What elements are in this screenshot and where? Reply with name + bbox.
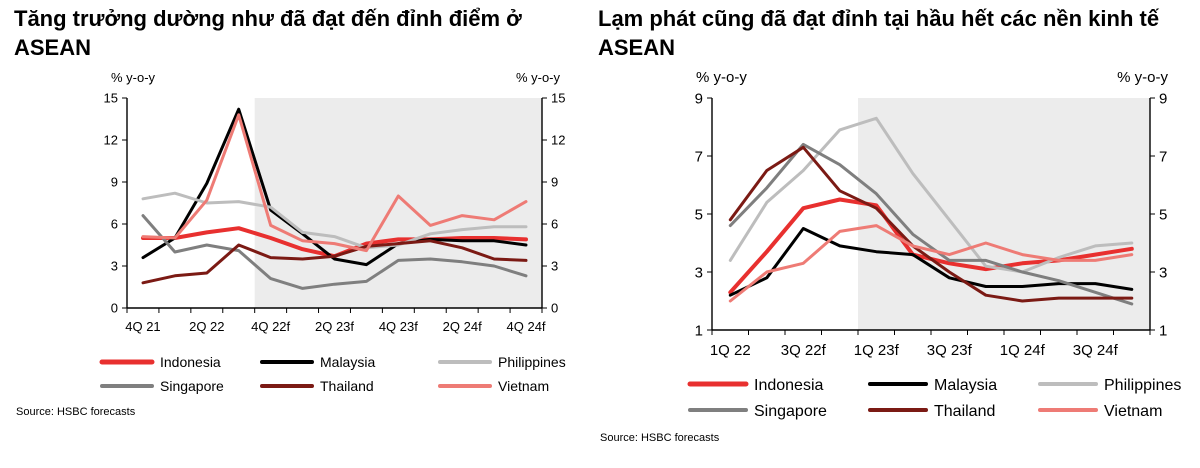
growth-chart-panel: Tăng trưởng dường như đã đạt đến đỉnh đi…	[0, 0, 590, 468]
y-tick-label-left: 3	[111, 259, 118, 274]
y-tick-label-right: 6	[551, 217, 558, 232]
y-axis-label-left: % y-o-y	[696, 69, 747, 86]
y-axis-label-right: % y-o-y	[1117, 69, 1168, 86]
legend-label-malaysia: Malaysia	[320, 354, 375, 370]
legend-label-indonesia: Indonesia	[160, 354, 221, 370]
series-line-vietnam	[141, 113, 528, 253]
legend-label-thailand: Thailand	[320, 378, 374, 394]
y-tick-label-left: 12	[104, 133, 118, 148]
forecast-shading	[254, 98, 542, 308]
legend-label-indonesia: Indonesia	[754, 377, 823, 394]
y-tick-label-right: 9	[1159, 90, 1167, 107]
legend-label-vietnam: Vietnam	[1104, 403, 1162, 420]
series-line-thailand	[728, 145, 1134, 303]
x-tick-label: 3Q 23f	[927, 342, 973, 359]
legend-label-thailand: Thailand	[934, 403, 995, 420]
y-tick-label-left: 5	[695, 206, 703, 223]
x-tick-label: 3Q 22f	[781, 342, 827, 359]
x-tick-label: 2Q 22	[189, 319, 224, 334]
y-tick-label-left: 9	[111, 175, 118, 190]
x-tick-label: 1Q 24f	[1000, 342, 1046, 359]
forecast-shading	[858, 98, 1150, 330]
y-tick-label-left: 9	[695, 90, 703, 107]
legend-label-singapore: Singapore	[754, 403, 827, 420]
series-line-vietnam	[728, 224, 1134, 303]
y-tick-label-left: 7	[695, 148, 703, 165]
x-tick-label: 1Q 22	[710, 342, 751, 359]
x-tick-label: 4Q 23f	[379, 319, 418, 334]
x-tick-label: 1Q 23f	[854, 342, 900, 359]
y-tick-label-left: 1	[695, 322, 703, 339]
inflation-chart-panel: Lạm phát cũng đã đạt đỉnh tại hầu hết cá…	[592, 0, 1200, 468]
x-tick-label: 4Q 22f	[251, 319, 290, 334]
y-axis-label-left: % y-o-y	[111, 70, 156, 85]
y-axis-label-right: % y-o-y	[516, 70, 561, 85]
chart-title: Lạm phát cũng đã đạt đỉnh tại hầu hết cá…	[598, 6, 1160, 60]
x-tick-label: 4Q 21	[125, 319, 160, 334]
y-tick-label-right: 3	[1159, 264, 1167, 281]
source-note: Source: HSBC forecasts	[16, 406, 136, 418]
series-line-philippines	[141, 191, 528, 250]
legend-label-vietnam: Vietnam	[498, 378, 549, 394]
y-tick-label-right: 0	[551, 301, 558, 316]
y-tick-label-right: 7	[1159, 148, 1167, 165]
series-line-philippines	[728, 116, 1134, 274]
source-note: Source: HSBC forecasts	[600, 432, 720, 444]
x-tick-label: 3Q 24f	[1073, 342, 1119, 359]
y-tick-label-right: 1	[1159, 322, 1167, 339]
series-line-malaysia	[141, 107, 528, 267]
legend-label-philippines: Philippines	[1104, 377, 1181, 394]
y-tick-label-right: 12	[551, 133, 565, 148]
series-line-thailand	[141, 239, 528, 285]
y-tick-label-left: 3	[695, 264, 703, 281]
inflation-chart: % y-o-y % y-o-y 1 1 3 3 5 5 7 7 9 9 1Q 22 3Q 22f 1Q 23…	[687, 69, 1181, 420]
chart-title: Tăng trưởng dường như đã đạt đến đỉnh đi…	[14, 6, 522, 60]
x-tick-label: 2Q 24f	[443, 319, 482, 334]
legend-label-malaysia: Malaysia	[934, 377, 997, 394]
legend-label-philippines: Philippines	[498, 354, 566, 370]
y-tick-label-right: 9	[551, 175, 558, 190]
y-tick-label-left: 6	[111, 217, 118, 232]
x-tick-label: 2Q 23f	[315, 319, 354, 334]
growth-chart: % y-o-y % y-o-y 0 0 3 3 6 6 9 9 12 12 15 15 4Q 21 2Q 22…	[99, 70, 566, 394]
y-tick-label-right: 3	[551, 259, 558, 274]
legend-label-singapore: Singapore	[160, 378, 224, 394]
x-tick-label: 4Q 24f	[507, 319, 546, 334]
y-tick-label-right: 5	[1159, 206, 1167, 223]
y-tick-label-left: 0	[111, 301, 118, 316]
y-tick-label-left: 15	[104, 91, 118, 106]
y-tick-label-right: 15	[551, 91, 565, 106]
series-line-singapore	[141, 214, 528, 290]
